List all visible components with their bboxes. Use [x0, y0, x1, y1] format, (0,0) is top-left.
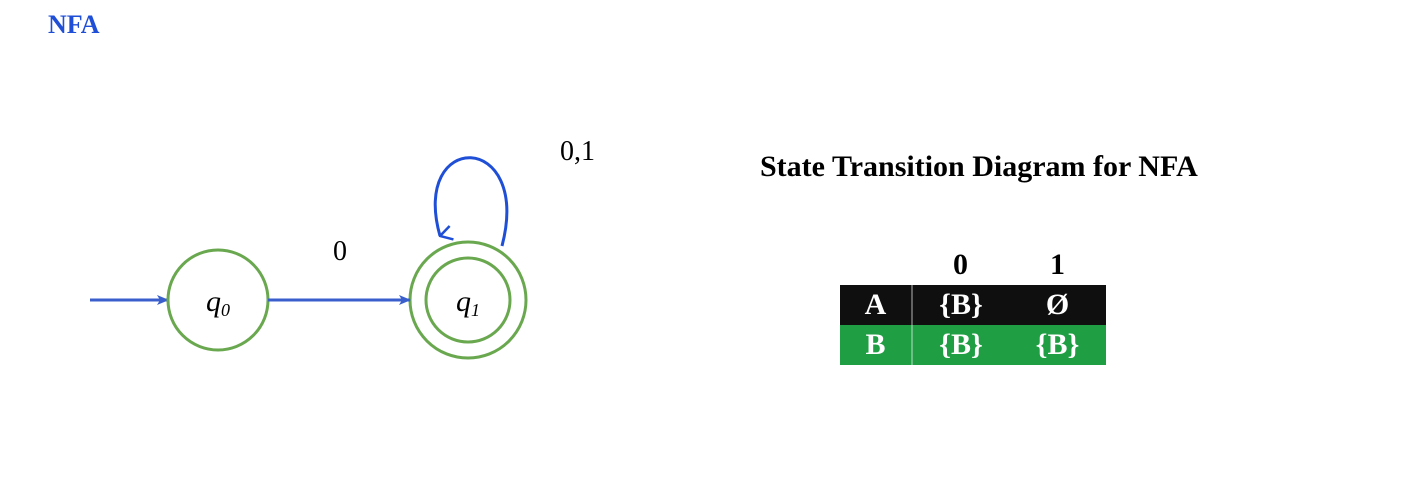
- table-header-0: 0: [912, 245, 1009, 285]
- table-header-blank: [840, 245, 912, 285]
- cell-B-state: B: [840, 325, 912, 365]
- transition-table: 0 1 A {B} Ø B {B} {B}: [840, 245, 1107, 365]
- cell-A-1: Ø: [1009, 285, 1106, 325]
- edge-q0-q1-label: 0: [333, 236, 347, 267]
- cell-B-0: {B}: [912, 325, 1009, 365]
- cell-A-state: A: [840, 285, 912, 325]
- transition-table-title: State Transition Diagram for NFA: [760, 150, 1198, 184]
- cell-B-1: {B}: [1009, 325, 1106, 365]
- table-header-1: 1: [1009, 245, 1106, 285]
- table-row-B: B {B} {B}: [840, 325, 1106, 365]
- nfa-diagram: q0 q1 0 0,1: [0, 0, 700, 504]
- self-loop-q1-label: 0,1: [560, 136, 595, 167]
- table-header-row: 0 1: [840, 245, 1106, 285]
- cell-A-0: {B}: [912, 285, 1009, 325]
- table-row-A: A {B} Ø: [840, 285, 1106, 325]
- self-loop-q1: [435, 158, 507, 246]
